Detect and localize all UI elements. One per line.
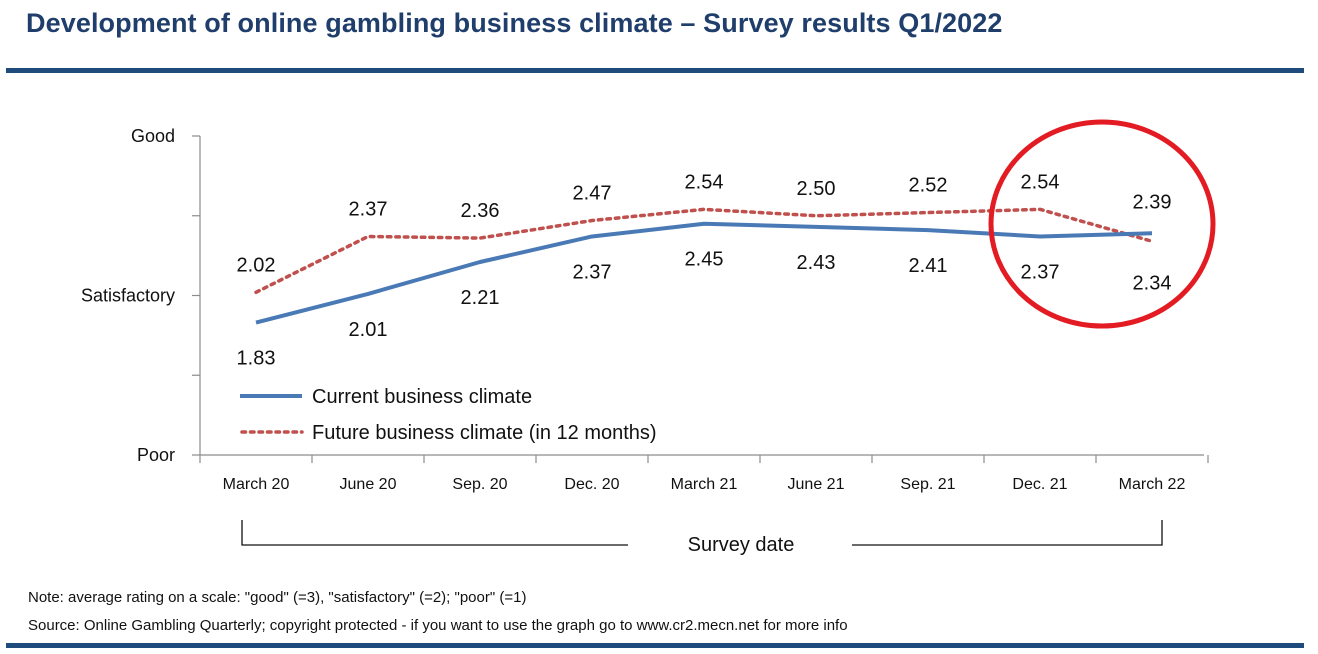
top-divider	[6, 68, 1304, 73]
current-data-label-2: 2.21	[461, 287, 500, 309]
current-data-label-0: 1.83	[237, 348, 276, 370]
current-data-label-8: 2.39	[1133, 191, 1172, 213]
highlight-circle	[988, 119, 1216, 329]
current-data-label-3: 2.37	[573, 261, 612, 283]
xlabel-bracket-right	[852, 520, 1163, 546]
x-tick-label-4: March 21	[671, 476, 738, 493]
x-tick-label-5: June 21	[788, 476, 845, 493]
future-data-label-4: 2.54	[685, 171, 724, 193]
x-axis-title: Survey date	[688, 534, 795, 556]
x-tick-label-8: March 22	[1119, 476, 1186, 493]
current-data-label-5: 2.43	[797, 252, 836, 274]
x-tick-label-0: March 20	[223, 476, 290, 493]
x-tick-label-7: Dec. 21	[1012, 476, 1067, 493]
current-data-label-6: 2.41	[909, 255, 948, 277]
chart-title: Development of online gambling business …	[26, 8, 1003, 38]
xlabel-bracket-left	[241, 520, 628, 546]
series-future-line	[254, 207, 1154, 295]
future-data-label-5: 2.50	[797, 178, 836, 200]
scale-note: Note: average rating on a scale: "good" …	[28, 589, 527, 606]
legend-current-label: Current business climate	[312, 386, 532, 408]
y-tick-label-0: Good	[131, 126, 175, 146]
future-data-label-2: 2.36	[461, 200, 500, 222]
future-data-label-7: 2.54	[1021, 171, 1060, 193]
future-data-label-3: 2.47	[573, 183, 612, 205]
x-tick-label-2: Sep. 20	[452, 476, 507, 493]
source-note: Source: Online Gambling Quarterly; copyr…	[28, 617, 848, 634]
x-tick-label-1: June 20	[340, 476, 397, 493]
current-data-label-1: 2.01	[349, 319, 388, 341]
legend-future-label: Future business climate (in 12 months)	[312, 422, 657, 444]
y-tick-label-1: Satisfactory	[81, 286, 175, 306]
x-tick-label-3: Dec. 20	[564, 476, 619, 493]
future-data-label-1: 2.37	[349, 198, 388, 220]
current-data-label-4: 2.45	[685, 249, 724, 271]
future-data-label-8: 2.34	[1133, 272, 1172, 294]
series-current-line	[255, 221, 1153, 325]
current-data-label-7: 2.37	[1021, 261, 1060, 283]
y-tick-label-2: Poor	[137, 445, 175, 465]
future-data-label-6: 2.52	[909, 175, 948, 197]
future-data-label-0: 2.02	[237, 254, 276, 276]
bottom-divider	[6, 643, 1304, 648]
x-tick-label-6: Sep. 21	[900, 476, 955, 493]
